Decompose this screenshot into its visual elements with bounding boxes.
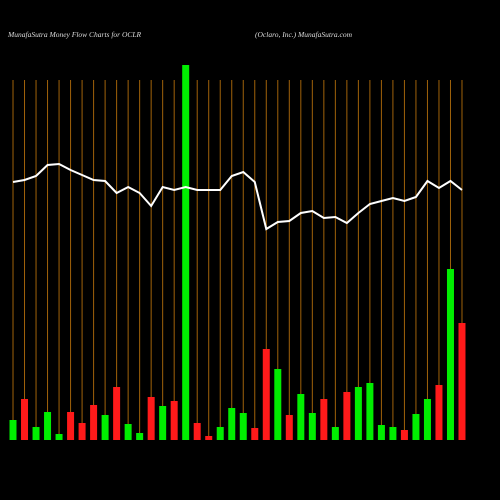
- bar: [113, 387, 121, 440]
- bar: [274, 369, 282, 440]
- bar: [308, 413, 316, 440]
- bar: [262, 349, 270, 440]
- money-flow-line: [12, 162, 463, 231]
- bar: [435, 385, 443, 440]
- chart-subtitle: (Oclaro, Inc.) MunafaSutra.com: [255, 30, 353, 39]
- bar: [147, 397, 155, 440]
- bar: [251, 428, 259, 440]
- bar: [412, 414, 420, 440]
- bar: [101, 415, 109, 440]
- bar: [343, 392, 351, 440]
- bar: [285, 415, 293, 440]
- bar: [90, 405, 98, 440]
- bar: [228, 408, 236, 440]
- bar: [55, 434, 63, 440]
- bar: [216, 427, 224, 440]
- bar: [400, 430, 408, 440]
- bar: [423, 399, 431, 440]
- bar: [377, 425, 385, 440]
- bar: [44, 412, 52, 440]
- bar: [9, 420, 17, 440]
- bar: [67, 412, 75, 440]
- bar: [182, 65, 190, 440]
- bar: [170, 401, 178, 440]
- bar: [21, 399, 29, 440]
- bar: [446, 269, 454, 440]
- bar: [320, 399, 328, 440]
- bar: [124, 424, 132, 440]
- bar: [297, 394, 305, 440]
- bar: [32, 427, 40, 440]
- bar: [331, 427, 339, 440]
- bar: [389, 427, 397, 440]
- bar: [354, 387, 362, 440]
- bar: [366, 383, 374, 440]
- bar: [205, 436, 213, 440]
- bar: [458, 323, 466, 440]
- bar: [239, 413, 247, 440]
- bar: [136, 433, 144, 440]
- bar: [78, 423, 86, 440]
- chart-title: MunafaSutra Money Flow Charts for OCLR: [7, 30, 142, 39]
- bar: [193, 423, 201, 440]
- bar: [159, 406, 167, 440]
